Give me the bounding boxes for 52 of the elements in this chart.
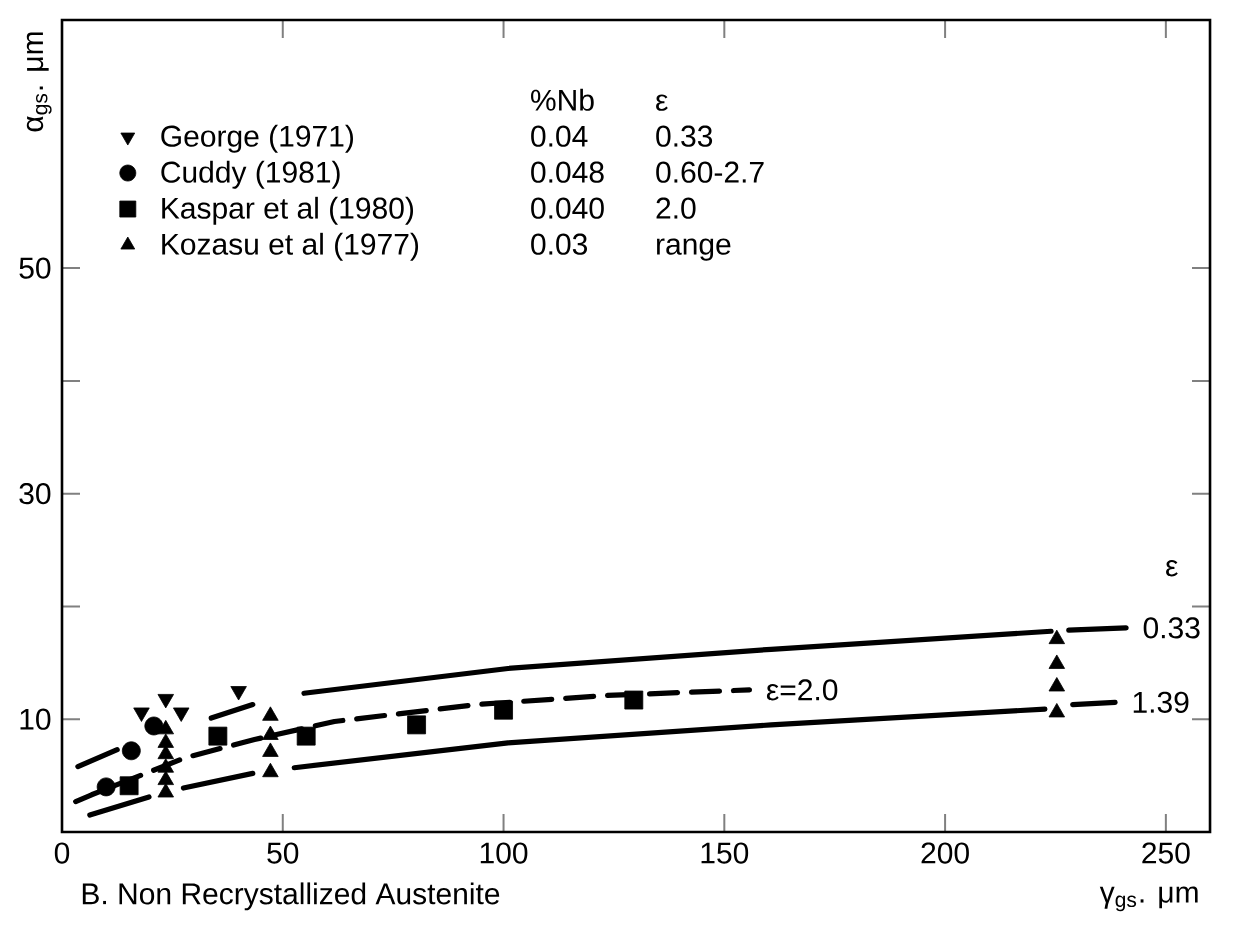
annotation: 2.0 [656,197,696,219]
annotation: 0.33 [656,125,713,147]
x-tick-label: 100 [480,842,528,864]
point [262,742,279,757]
y-tick-label: 50 [19,257,51,279]
point [262,762,279,778]
point [494,700,513,720]
series-label: ε=2.0 [766,679,838,701]
point [296,726,316,746]
text: B. Non Recrystallized Austenite [82,882,500,911]
point [1048,629,1065,645]
series-label: 0.33 [1143,617,1200,639]
annotation: ε [1166,560,1178,577]
point [121,741,141,761]
x-tick-label: 0 [54,842,70,864]
legend-label: Kozasu et al (1977) [162,232,419,261]
point [157,758,174,773]
annotation: %Nb [531,88,594,111]
legend-label: Cuddy (1981) [161,160,340,189]
point [407,715,426,735]
x-tick-label: 150 [701,842,749,864]
point [262,706,279,721]
y-axis-title: α$_{gs}$. μm [26,32,52,132]
point [1048,703,1065,718]
annotation: 0.03 [531,233,588,255]
annotation: 0.040 [531,197,604,219]
series-label: 1.39 [1133,691,1189,713]
point [208,726,228,746]
legend-label: George (1971) [161,124,353,153]
point [144,716,164,736]
x-tick-label: 250 [1142,842,1190,864]
x-tick-label: 200 [921,842,969,864]
y-tick-label: 30 [19,483,51,505]
y-tick-label: 10 [20,708,51,730]
point [157,719,174,735]
point [157,733,174,748]
point [624,690,644,710]
point [119,776,139,796]
point [96,777,116,797]
point [262,725,279,740]
point [157,770,174,786]
annotation: 0.048 [531,161,604,183]
legend-label: Kaspar et al (1980) [162,196,414,225]
annotation: ε [656,94,668,111]
annotation: 0.04 [531,125,588,147]
x-tick-label: 50 [267,842,299,864]
annotation: 0.60-2.7 [656,161,764,183]
point [1048,677,1065,692]
point [157,783,174,798]
point [1048,654,1065,669]
annotation: range [657,238,731,261]
x-axis-title: γ$_{gs}$. μm [1099,886,1198,912]
